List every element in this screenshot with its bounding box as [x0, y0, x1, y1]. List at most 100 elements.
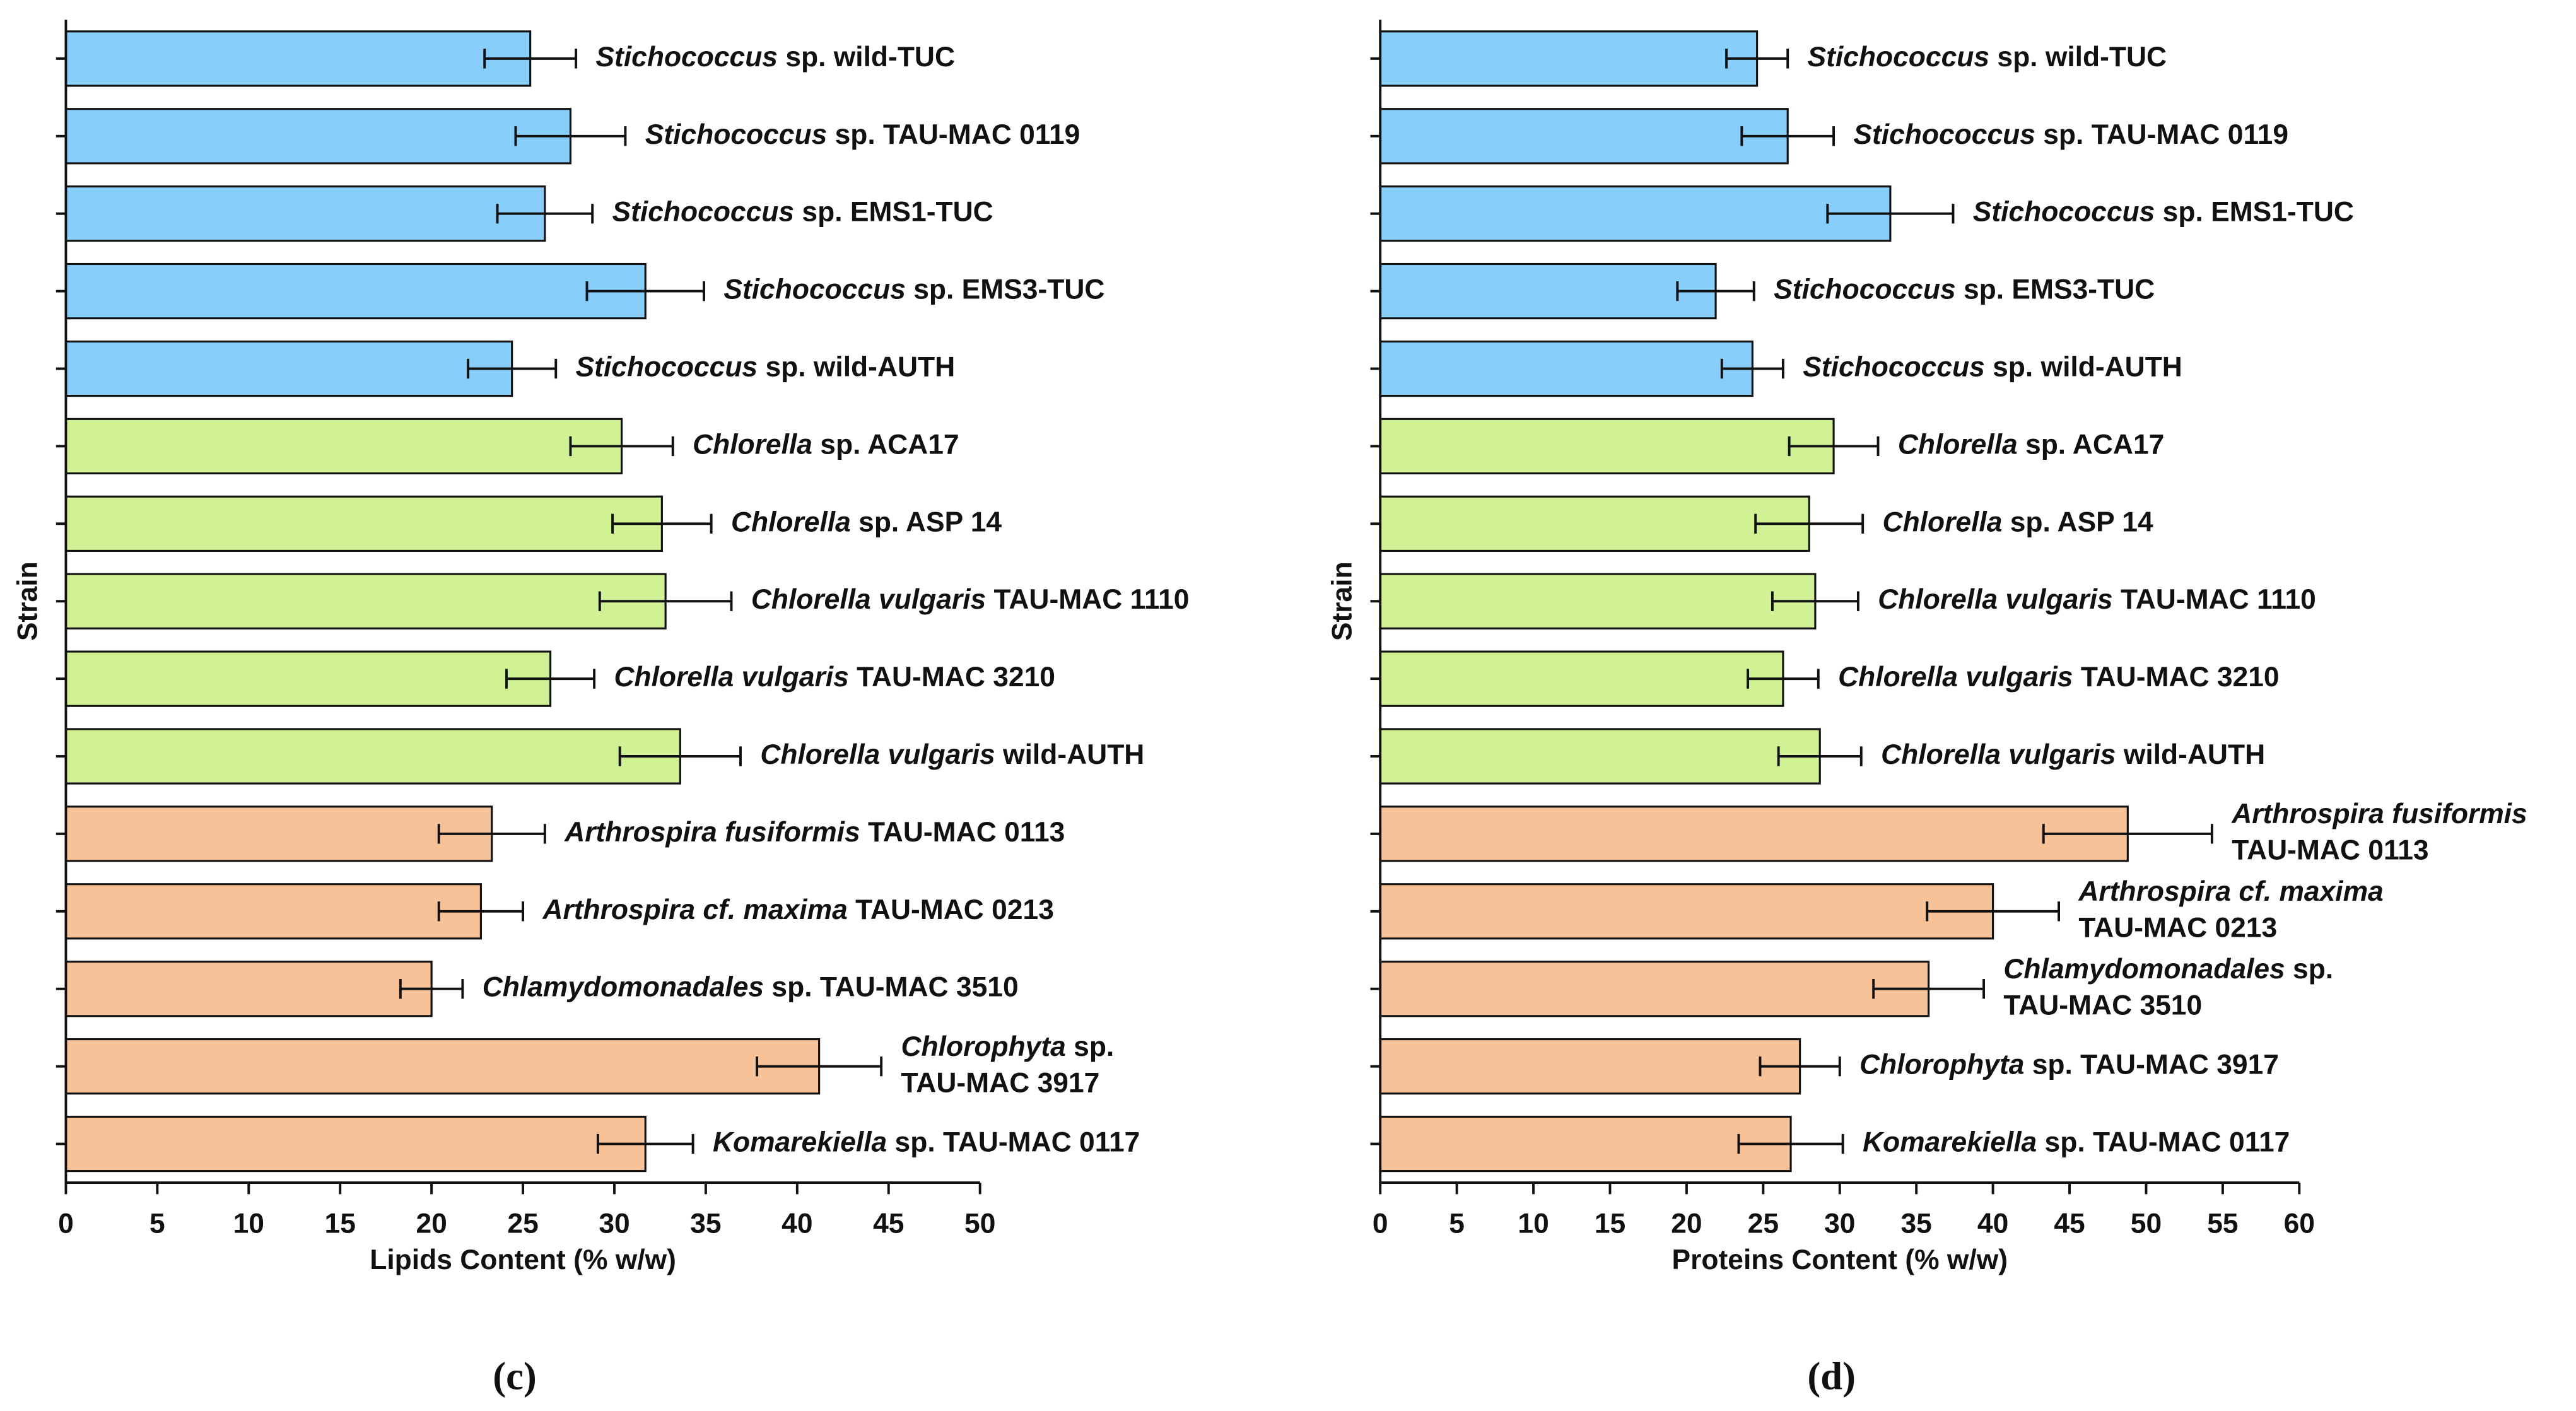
category-italic: Chlorella vulgaris — [1838, 662, 2073, 693]
bar — [1379, 418, 1835, 475]
bar — [1379, 573, 1817, 629]
bar — [64, 961, 433, 1017]
category-label: Arthrospira cf. maxima TAU-MAC 0213 — [542, 894, 1053, 925]
category-italic: Chlorella vulgaris — [1881, 739, 2116, 770]
category-regular: sp. ASP 14 — [2002, 506, 2153, 537]
category-italic: Chlorophyta — [901, 1031, 1066, 1062]
category-italic: Stichococcus — [576, 351, 758, 382]
category-regular: sp. wild-AUTH — [758, 351, 955, 382]
bar — [64, 805, 493, 862]
category-label: Chlorella sp. ACA17 — [693, 429, 959, 460]
category-italic: Stichococcus — [1853, 119, 2035, 150]
category-label: Chlorella vulgaris wild-AUTH — [760, 739, 1144, 770]
category-regular: TAU-MAC 0113 — [2232, 834, 2428, 865]
category-regular: sp. TAU-MAC 0119 — [827, 119, 1080, 150]
bar — [1379, 1038, 1801, 1095]
category-regular: sp. wild-TUC — [1989, 42, 2167, 73]
x-tick-label: 35 — [1901, 1209, 1932, 1239]
x-tick-label: 25 — [1748, 1209, 1779, 1239]
category-italic: Chlorophyta — [1859, 1049, 2024, 1080]
bar — [1379, 1115, 1792, 1173]
category-regular: sp. TAU-MAC 0117 — [2037, 1127, 2290, 1157]
category-regular: sp. EMS1-TUC — [794, 196, 993, 227]
bar — [1379, 805, 2129, 862]
bar — [1379, 185, 1892, 242]
bar — [1379, 30, 1759, 87]
category-regular: TAU-MAC 0113 — [860, 817, 1065, 848]
category-italic: Komarekiella — [713, 1127, 887, 1157]
category-label: Stichococcus sp. wild-TUC — [595, 42, 955, 73]
x-tick-label: 10 — [233, 1209, 264, 1239]
category-regular: wild-AUTH — [995, 739, 1145, 770]
x-tick-label: 30 — [599, 1209, 629, 1239]
category-italic: Chlorella — [693, 429, 812, 460]
category-regular: sp. TAU-MAC 0117 — [887, 1127, 1140, 1157]
x-tick-label: 50 — [964, 1209, 995, 1239]
category-regular: sp. ACA17 — [2018, 429, 2165, 460]
category-italic: Stichococcus — [595, 42, 778, 73]
x-tick-label: 55 — [2207, 1209, 2238, 1239]
x-tick-label: 40 — [782, 1209, 812, 1239]
caption: (d) — [1807, 1354, 1856, 1398]
category-label: Stichococcus sp. wild-TUC — [1808, 42, 2167, 73]
category-italic: Stichococcus — [1803, 351, 1985, 382]
category-italic: Chlamydomonadales — [2003, 954, 2285, 985]
category-italic: Chlorella vulgaris — [751, 584, 986, 615]
category-label: Chlorella sp. ACA17 — [1898, 429, 2165, 460]
x-tick-label: 15 — [325, 1209, 356, 1239]
x-tick-label: 20 — [416, 1209, 447, 1239]
x-tick-label: 30 — [1824, 1209, 1855, 1239]
category-italic: Chlorella vulgaris — [1878, 584, 2112, 615]
bar — [1379, 262, 1717, 320]
category-label: Chlorella sp. ASP 14 — [1883, 506, 2153, 537]
category-label: Komarekiella sp. TAU-MAC 0117 — [713, 1127, 1140, 1157]
category-label: Chlamydomonadales sp. TAU-MAC 3510 — [2003, 954, 2333, 1021]
bar — [1379, 650, 1784, 707]
category-italic: Arthrospira fusiformis — [2231, 799, 2527, 829]
category-label: Stichococcus sp. TAU-MAC 0119 — [645, 119, 1080, 150]
category-label: Chlorella vulgaris TAU-MAC 3210 — [614, 662, 1055, 693]
category-label: Chlorophyta sp. TAU-MAC 3917 — [901, 1031, 1115, 1098]
x-tick-label: 10 — [1518, 1209, 1549, 1239]
y-axis-label: Strain — [13, 561, 44, 641]
x-tick-label: 5 — [149, 1209, 165, 1239]
x-tick-label: 0 — [1373, 1209, 1388, 1239]
category-italic: Chlorella — [731, 506, 851, 537]
bar — [64, 108, 572, 165]
x-axis-label: Lipids Content (% w/w) — [370, 1244, 676, 1275]
x-axis-label: Proteins Content (% w/w) — [1672, 1244, 2008, 1275]
bar — [1379, 495, 1810, 552]
y-axis-label: Strain — [1327, 561, 1358, 641]
category-label: Chlorella vulgaris wild-AUTH — [1881, 739, 2265, 770]
category-regular: TAU-MAC 0213 — [848, 894, 1054, 925]
bar — [1379, 883, 1994, 940]
category-regular: TAU-MAC 3210 — [849, 662, 1055, 693]
x-tick-label: 40 — [1977, 1209, 2008, 1239]
x-tick-label: 0 — [58, 1209, 74, 1239]
category-italic: Chlorella vulgaris — [614, 662, 848, 693]
category-regular: sp. EMS3-TUC — [1956, 274, 2155, 305]
category-label: Chlorella sp. ASP 14 — [731, 506, 1002, 537]
category-label: Stichococcus sp. wild-AUTH — [576, 351, 956, 382]
x-tick-label: 35 — [690, 1209, 721, 1239]
category-italic: Arthrospira fusiformis — [564, 817, 860, 848]
category-label: Arthrospira fusiformis TAU-MAC 0113 — [564, 817, 1065, 848]
bar — [64, 262, 647, 320]
category-regular: TAU-MAC 1110 — [986, 584, 1189, 615]
category-italic: Stichococcus — [1774, 274, 1956, 305]
bar — [64, 185, 546, 242]
bar — [1379, 340, 1753, 397]
category-label: Stichococcus sp. TAU-MAC 0119 — [1853, 119, 2288, 150]
category-label: Chlorella vulgaris TAU-MAC 1110 — [1878, 584, 2316, 615]
category-regular: TAU-MAC 0213 — [2078, 912, 2277, 943]
category-italic: Stichococcus — [1973, 196, 2155, 227]
category-italic: Chlamydomonadales — [483, 971, 764, 1002]
category-italic: Stichococcus — [723, 274, 906, 305]
category-italic: Chlorella — [1883, 506, 2003, 537]
category-label: Chlorella vulgaris TAU-MAC 3210 — [1838, 662, 2280, 693]
category-regular: sp. wild-TUC — [778, 42, 955, 73]
category-label: Chlorella vulgaris TAU-MAC 1110 — [751, 584, 1190, 615]
category-regular: sp. EMS3-TUC — [906, 274, 1105, 305]
category-italic: Arthrospira cf. maxima — [542, 894, 847, 925]
category-regular: sp. EMS1-TUC — [2155, 196, 2354, 227]
